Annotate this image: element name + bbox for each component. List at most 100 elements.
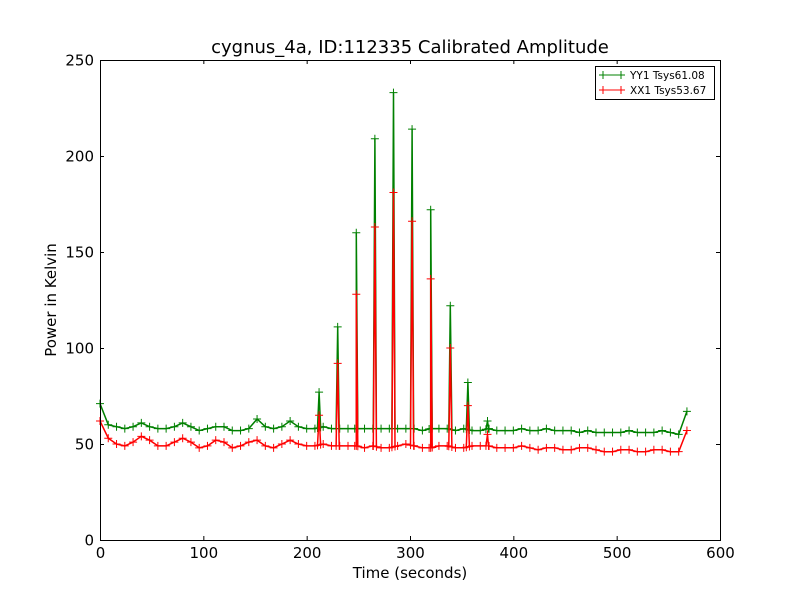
data-point <box>616 445 625 454</box>
data-point <box>575 428 584 437</box>
data-point <box>104 434 113 443</box>
series-xx1 <box>96 188 691 456</box>
data-point <box>550 443 559 452</box>
data-point <box>592 428 600 437</box>
data-point <box>370 134 379 143</box>
data-point <box>542 443 551 452</box>
data-point <box>501 443 510 452</box>
data-point <box>211 422 220 431</box>
data-point <box>302 441 311 450</box>
data-point <box>418 426 427 435</box>
data-point <box>120 424 129 433</box>
data-point <box>372 442 381 451</box>
y-tick-label: 200 <box>65 148 94 166</box>
data-point <box>153 441 162 450</box>
legend-marker <box>599 71 625 79</box>
x-tick-label: 200 <box>293 544 322 562</box>
data-point <box>418 443 427 452</box>
chart-title: cygnus_4a, ID:112335 Calibrated Amplitud… <box>211 37 609 58</box>
data-point <box>658 426 667 435</box>
data-point <box>277 440 286 448</box>
data-point <box>408 217 417 226</box>
data-point <box>451 443 460 452</box>
data-point <box>315 411 324 420</box>
y-tick-label: 0 <box>84 532 94 550</box>
x-tick-label: 0 <box>96 544 106 562</box>
x-tick-label: 100 <box>190 544 219 562</box>
data-point <box>203 424 212 433</box>
data-point <box>483 416 492 425</box>
y-axis-label: Power in Kelvin <box>42 243 60 357</box>
data-point <box>377 424 386 433</box>
data-point <box>360 443 369 452</box>
data-point <box>344 424 352 433</box>
y-tick-label: 100 <box>65 340 94 358</box>
data-point <box>446 344 455 352</box>
data-point <box>244 438 253 447</box>
data-point <box>269 424 278 433</box>
legend-entry: XX1 Tsys53.67 <box>599 85 706 97</box>
data-point <box>178 434 187 443</box>
data-point <box>666 447 675 456</box>
data-point <box>162 424 171 433</box>
legend-marker <box>599 86 625 94</box>
data-point <box>277 422 286 431</box>
data-point <box>550 426 559 435</box>
data-point <box>410 441 419 450</box>
data-point <box>428 443 437 452</box>
data-point <box>542 424 551 433</box>
data-point <box>112 440 121 448</box>
data-point <box>220 422 228 431</box>
data-point <box>211 436 220 445</box>
data-point <box>476 426 485 435</box>
data-point <box>682 426 691 435</box>
data-point <box>137 418 146 427</box>
data-point <box>170 422 179 431</box>
data-point <box>228 426 237 435</box>
data-point <box>608 428 617 437</box>
data-point <box>286 436 295 445</box>
data-point <box>145 422 154 431</box>
data-point <box>616 428 625 437</box>
data-point <box>195 426 204 435</box>
data-point <box>186 438 195 447</box>
data-point <box>170 438 179 447</box>
data-point <box>203 441 212 450</box>
data-point <box>575 443 584 452</box>
legend-label: YY1 Tsys61.08 <box>629 70 705 82</box>
data-point <box>525 426 534 435</box>
data-point <box>447 443 456 451</box>
data-point <box>583 443 592 452</box>
data-point <box>567 426 576 435</box>
data-point <box>525 443 534 452</box>
data-point <box>682 407 691 416</box>
data-point <box>483 430 492 439</box>
data-point <box>463 378 472 387</box>
data-point <box>294 440 303 448</box>
data-point <box>228 443 237 452</box>
data-point <box>492 443 501 452</box>
data-point <box>534 426 543 435</box>
data-point <box>509 443 518 452</box>
data-point <box>625 426 634 435</box>
data-point <box>446 301 455 310</box>
data-point <box>253 415 262 424</box>
data-point <box>485 424 494 433</box>
data-point <box>426 205 435 214</box>
data-point <box>236 426 245 435</box>
y-tick-label: 250 <box>65 52 94 70</box>
data-point <box>674 447 683 456</box>
data-point <box>625 445 634 454</box>
data-point <box>492 426 501 435</box>
data-point <box>389 188 398 197</box>
y-tick-label: 50 <box>75 436 94 454</box>
legend-entry: YY1 Tsys61.08 <box>599 70 705 82</box>
data-point <box>468 441 476 450</box>
data-point <box>269 443 278 452</box>
data-point <box>592 445 600 454</box>
data-point <box>517 441 526 450</box>
data-point <box>426 274 435 283</box>
data-point <box>408 125 417 134</box>
data-point <box>186 422 195 431</box>
